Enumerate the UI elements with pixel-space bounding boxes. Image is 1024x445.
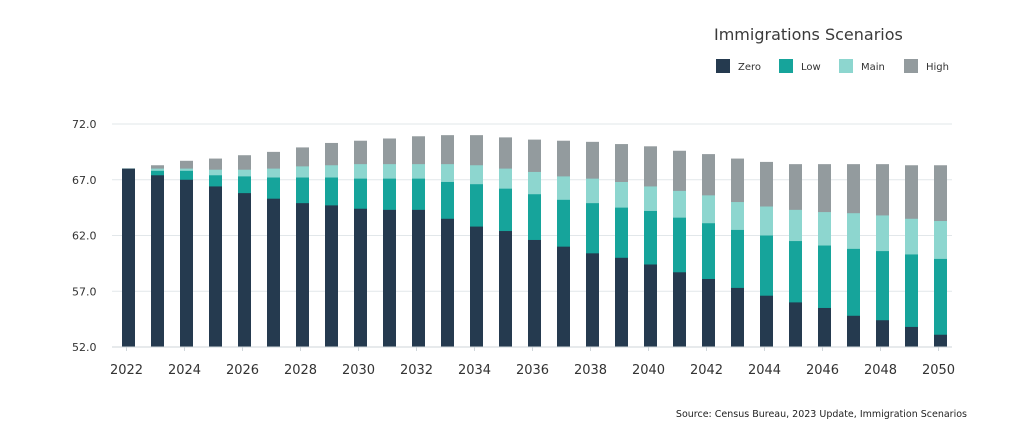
bar-zero-2046 <box>818 307 831 347</box>
bar-low-2050 <box>934 258 947 347</box>
legend-swatch-low <box>779 59 793 73</box>
legend-label-high: High <box>926 62 949 73</box>
bar-zero-2032 <box>412 209 425 347</box>
x-tick-label: 2028 <box>284 363 317 378</box>
bar-zero-2029 <box>325 205 338 347</box>
x-tick-label: 2036 <box>516 363 549 378</box>
bar-zero-2049 <box>905 326 918 347</box>
bar-zero-2031 <box>383 209 396 347</box>
x-tick-label: 2044 <box>748 363 781 378</box>
bar-zero-2033 <box>441 218 454 347</box>
bar-zero-2037 <box>557 246 570 347</box>
bar-zero-2036 <box>528 239 541 347</box>
bar-zero-2040 <box>644 264 657 347</box>
legend: Zero Low Main High <box>716 59 949 73</box>
bar-zero-2026 <box>238 193 251 347</box>
bar-zero-2034 <box>470 226 483 347</box>
legend-swatch-main <box>839 59 853 73</box>
legend-swatch-zero <box>716 59 730 73</box>
bar-zero-2041 <box>673 272 686 347</box>
x-tick-label: 2048 <box>864 363 897 378</box>
source-note: Source: Census Bureau, 2023 Update, Immi… <box>676 409 967 420</box>
y-tick-label: 52.0 <box>72 341 97 354</box>
bar-zero-2025 <box>209 186 222 347</box>
x-tick-label: 2026 <box>226 363 259 378</box>
bar-low-2049 <box>905 254 918 347</box>
x-axis: 2022 2024 2026 2028 2030 2032 2034 2036 2038 2040… <box>110 347 955 378</box>
x-tick-label: 2022 <box>110 363 143 378</box>
bar-zero-2030 <box>354 208 367 347</box>
y-tick-label: 72.0 <box>72 118 97 131</box>
bar-zero-2035 <box>499 231 512 347</box>
chart-title: Immigrations Scenarios <box>714 25 903 44</box>
y-tick-label: 62.0 <box>72 230 97 243</box>
bar-zero-2050 <box>934 334 947 347</box>
y-tick-label: 67.0 <box>72 174 97 187</box>
bar-zero-2048 <box>876 320 889 347</box>
y-axis: 72.0 67.0 62.0 57.0 52.0 <box>72 118 97 354</box>
x-tick-label: 2042 <box>690 363 723 378</box>
x-tick-label: 2040 <box>632 363 665 378</box>
bar-zero-2047 <box>847 315 860 347</box>
legend-swatch-high <box>904 59 918 73</box>
bar-zero-2027 <box>267 198 280 347</box>
x-tick-label: 2024 <box>168 363 201 378</box>
x-tick-label: 2038 <box>574 363 607 378</box>
legend-label-low: Low <box>801 62 821 73</box>
x-tick-label: 2034 <box>458 363 491 378</box>
legend-label-zero: Zero <box>738 62 761 73</box>
bar-zero-2038 <box>586 253 599 347</box>
bar-zero-2044 <box>760 295 773 347</box>
x-tick-label: 2032 <box>400 363 433 378</box>
bars <box>122 135 947 347</box>
bar-zero-2023 <box>151 175 164 347</box>
bar-zero-2043 <box>731 287 744 347</box>
bar-zero-2045 <box>789 302 802 347</box>
x-tick-label: 2030 <box>342 363 375 378</box>
y-tick-label: 57.0 <box>72 285 97 298</box>
legend-label-main: Main <box>861 62 885 73</box>
x-tick-label: 2050 <box>922 363 955 378</box>
bar-zero-2028 <box>296 203 309 347</box>
bar-zero-2022 <box>122 168 135 347</box>
bar-zero-2042 <box>702 278 715 347</box>
x-tick-label: 2046 <box>806 363 839 378</box>
bar-zero-2024 <box>180 179 193 347</box>
bar-zero-2039 <box>615 257 628 347</box>
